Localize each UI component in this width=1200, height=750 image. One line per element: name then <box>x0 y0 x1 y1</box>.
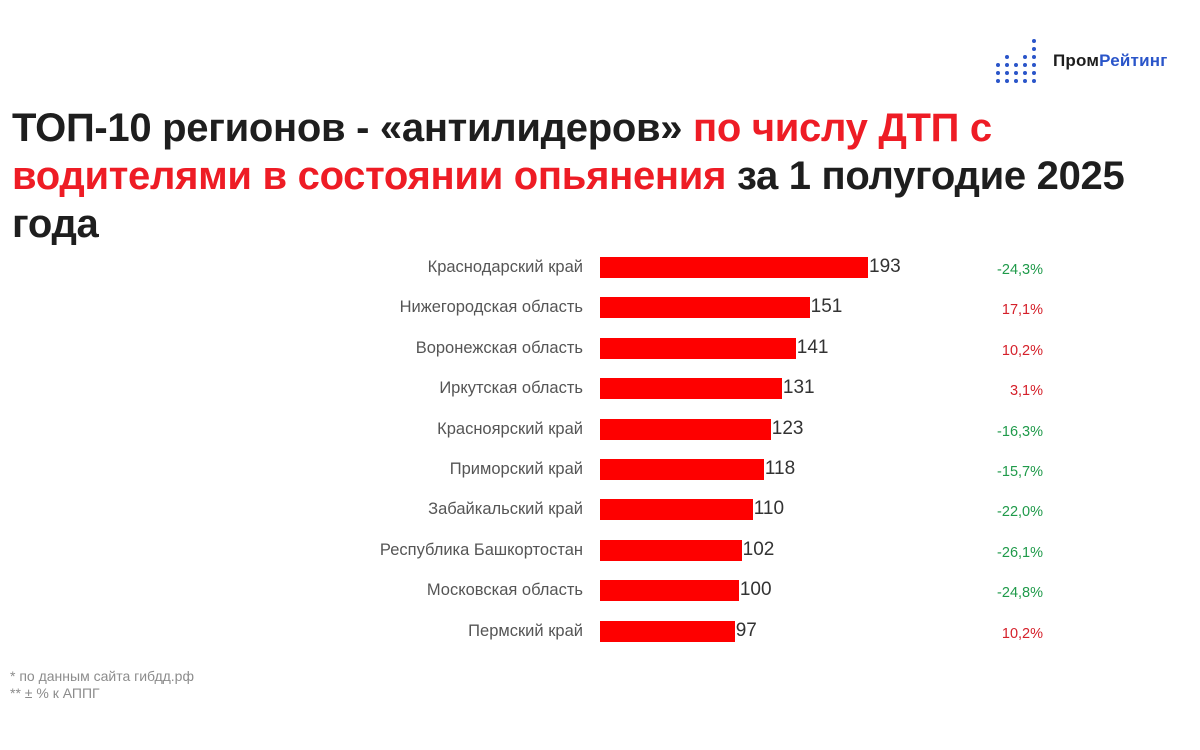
change-percent: 10,2% <box>1001 342 1043 359</box>
region-label: Воронежская область <box>415 338 583 357</box>
bar-dots-logo-icon <box>996 38 1037 83</box>
logo-part-prom: Пром <box>1053 50 1100 70</box>
bar <box>600 580 739 602</box>
change-percent: -24,3% <box>997 262 1043 278</box>
change-percent: 10,2% <box>1001 625 1043 642</box>
title-segment-3: за 1 полугодие 2025 года <box>12 154 1125 246</box>
chart-row: Республика Башкортостан 102 -26,1% <box>0 537 1200 577</box>
bar-value-label: 131 <box>782 377 815 399</box>
region-label: Краснодарский край <box>427 258 583 276</box>
bar-value-label: 151 <box>810 296 843 318</box>
region-label: Пермский край <box>468 621 583 640</box>
bar-value-label: 97 <box>735 619 757 641</box>
change-percent: -24,8% <box>997 585 1043 602</box>
bar-value-label: 118 <box>764 458 796 479</box>
bar-value-label: 100 <box>739 579 772 601</box>
bar <box>600 337 796 359</box>
region-label: Забайкальский край <box>428 500 583 519</box>
title-segment-1: ТОП-10 регионов - «антилидеров» <box>12 106 694 150</box>
chart-row: Нижегородская область 151 17,1% <box>0 294 1200 334</box>
bar <box>600 459 764 480</box>
chart-row: Пермский край 97 10,2% <box>0 618 1200 658</box>
bar <box>600 539 742 561</box>
bar <box>600 297 810 319</box>
promrating-logo: ПромРейтинг <box>996 38 1168 83</box>
bar-value-label: 102 <box>742 538 775 560</box>
change-percent: 3,1% <box>1009 383 1043 400</box>
region-label: Красноярский край <box>437 419 583 438</box>
region-label: Республика Башкортостан <box>379 540 583 559</box>
bar <box>600 378 782 400</box>
logo-wordmark: ПромРейтинг <box>1053 51 1168 71</box>
bar <box>600 499 753 521</box>
chart-row: Забайкальский край 110 -22,0% <box>0 496 1200 536</box>
region-label: Иркутская область <box>439 379 583 398</box>
bar <box>600 620 735 642</box>
bar-value-label: 123 <box>771 417 804 439</box>
footnotes: * по данным сайта гибдд.рф ** ± % к АППГ <box>10 668 194 702</box>
chart-row: Воронежская область 141 10,2% <box>0 335 1200 375</box>
chart-title: ТОП-10 регионов - «антилидеров» по числу… <box>12 104 1192 248</box>
change-percent: 17,1% <box>1001 302 1043 319</box>
change-percent: -15,7% <box>997 464 1043 480</box>
bar <box>600 257 868 278</box>
change-percent: -26,1% <box>997 544 1043 561</box>
region-label: Приморский край <box>449 460 583 478</box>
change-percent: -22,0% <box>997 504 1043 521</box>
chart-row: Краснодарский край 193 -24,3% <box>0 254 1200 294</box>
chart-row: Красноярский край 123 -16,3% <box>0 416 1200 456</box>
bar <box>600 418 771 440</box>
footnote-appg: ** ± % к АППГ <box>10 685 100 701</box>
change-percent: -16,3% <box>997 423 1043 440</box>
bar-value-label: 193 <box>869 256 901 277</box>
chart-row: Приморский край 118 -15,7% <box>0 456 1200 496</box>
chart-row: Иркутская область 131 3,1% <box>0 375 1200 415</box>
logo-part-rating: Рейтинг <box>1099 50 1168 70</box>
region-label: Нижегородская область <box>399 298 583 317</box>
bar-value-label: 110 <box>753 498 785 520</box>
chart-row: Московская область 100 -24,8% <box>0 577 1200 617</box>
title-segment-highlight: по числу ДТП с водителями в состоянии оп… <box>12 106 992 198</box>
bar-value-label: 141 <box>796 336 829 358</box>
footnote-source: * по данным сайта гибдд.рф <box>10 668 194 684</box>
region-label: Московская область <box>426 581 583 600</box>
